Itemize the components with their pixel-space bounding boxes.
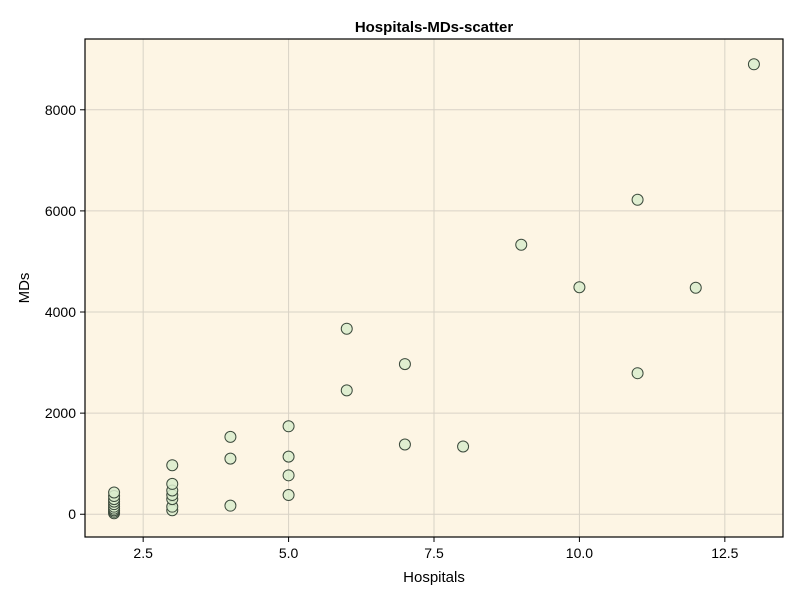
chart-title: Hospitals-MDs-scatter — [355, 19, 514, 36]
scatter-point — [224, 452, 237, 465]
scatter-point — [166, 477, 179, 490]
scatter-point — [457, 440, 470, 453]
scatter-point — [282, 450, 295, 463]
scatter-point — [689, 281, 702, 294]
y-tick-label: 6000 — [45, 203, 76, 219]
scatter-point — [631, 193, 644, 206]
y-axis-ticks: 0 2000 4000 6000 8000 — [45, 102, 85, 522]
scatter-point — [224, 430, 237, 443]
y-tick-label: 0 — [68, 506, 76, 522]
scatter-point — [747, 58, 760, 71]
y-tick-label: 4000 — [45, 304, 76, 320]
scatter-point — [398, 358, 411, 371]
x-tick-label: 5.0 — [279, 545, 299, 561]
y-tick-label: 8000 — [45, 102, 76, 118]
y-tick-label: 2000 — [45, 405, 76, 421]
x-axis-label: Hospitals — [403, 569, 465, 586]
scatter-point — [340, 322, 353, 335]
scatter-point — [282, 489, 295, 502]
scatter-point — [631, 367, 644, 380]
grid-lines — [85, 39, 783, 537]
scatter-point — [166, 459, 179, 472]
x-tick-label: 12.5 — [711, 545, 738, 561]
scatter-point — [224, 499, 237, 512]
scatter-point — [340, 384, 353, 397]
scatter-point — [573, 281, 586, 294]
x-tick-label: 2.5 — [133, 545, 153, 561]
x-tick-label: 10.0 — [566, 545, 593, 561]
data-points — [108, 58, 760, 520]
x-axis-ticks: 2.5 5.0 7.5 10.0 12.5 — [133, 537, 739, 561]
scatter-point — [108, 486, 121, 499]
scatter-point — [282, 420, 295, 433]
scatter-point — [398, 438, 411, 451]
scatter-point — [282, 469, 295, 482]
scatter-point — [515, 238, 528, 251]
y-axis-label: MDs — [16, 273, 33, 304]
x-tick-label: 7.5 — [424, 545, 444, 561]
